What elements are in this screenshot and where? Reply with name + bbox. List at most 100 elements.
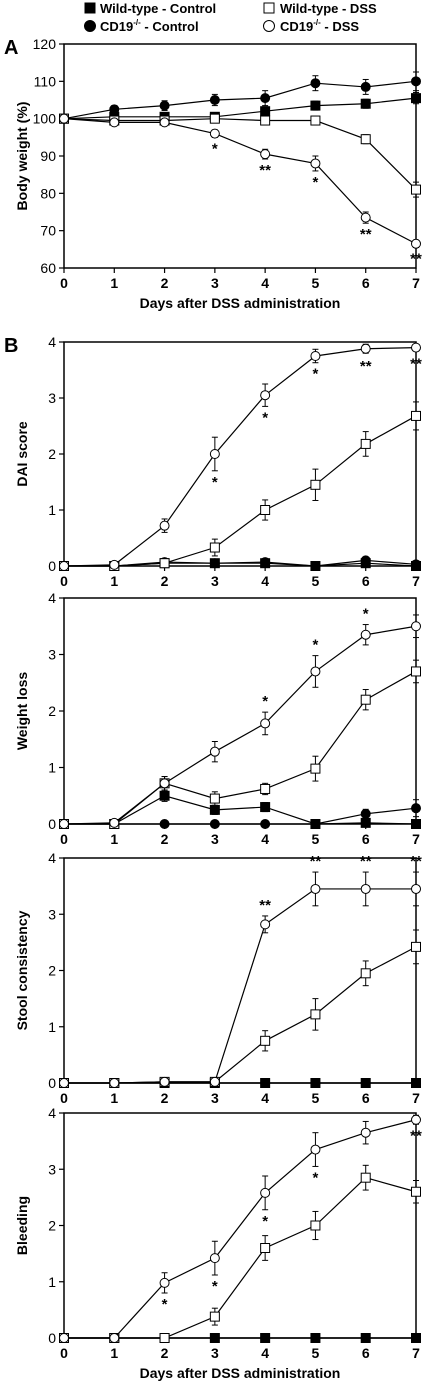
data-point <box>109 817 120 828</box>
plot-frame <box>63 341 417 567</box>
y-axis-label: Bleeding <box>14 1196 30 1255</box>
data-point <box>360 555 371 566</box>
data-point <box>209 449 220 459</box>
y-tick-label: 2 <box>48 446 56 462</box>
x-tick-label: 5 <box>312 831 320 847</box>
y-tick-label: 3 <box>48 390 56 406</box>
data-point <box>209 558 220 569</box>
data-point <box>159 1076 170 1087</box>
data-point <box>360 1127 371 1138</box>
data-point <box>411 184 421 195</box>
data-point <box>260 783 271 794</box>
series-cd19-dss <box>59 871 421 1088</box>
x-tick-label: 6 <box>362 275 370 291</box>
significance-marker: ** <box>410 250 422 267</box>
data-point <box>159 558 170 569</box>
data-point <box>209 542 220 553</box>
y-tick-label: 3 <box>48 647 56 663</box>
x-tick-label: 1 <box>110 275 118 291</box>
x-tick-label: 4 <box>261 831 269 847</box>
x-tick-label: 4 <box>261 1090 269 1106</box>
data-point <box>260 1035 271 1046</box>
data-point <box>209 746 220 757</box>
data-point <box>411 666 421 677</box>
x-tick-label: 1 <box>110 1345 118 1361</box>
data-point <box>310 819 321 829</box>
data-point <box>109 1078 120 1088</box>
x-tick-label: 1 <box>110 1090 118 1106</box>
x-tick-label: 2 <box>161 831 169 847</box>
x-tick-label: 2 <box>161 275 169 291</box>
series-wt-dss <box>59 659 421 829</box>
series-line-cd19-dss <box>64 888 416 1084</box>
data-point <box>411 238 421 249</box>
data-point <box>260 919 271 930</box>
x-tick-label: 0 <box>60 831 68 847</box>
series-line-wt-dss <box>64 946 417 1084</box>
data-point <box>59 113 69 124</box>
data-point <box>310 1078 321 1088</box>
x-tick-label: 7 <box>412 573 420 589</box>
series-wt-dss <box>59 401 421 571</box>
data-point <box>310 158 321 169</box>
data-point <box>360 629 371 640</box>
data-point <box>360 438 371 449</box>
data-point <box>310 1220 321 1231</box>
legend-label-wt-dss: Wild-type - DSS <box>280 1 377 16</box>
significance-marker: ** <box>360 358 372 375</box>
legend-label-cd19-dss-name: CD19 <box>280 19 313 34</box>
data-point <box>209 1076 220 1087</box>
data-point <box>360 968 371 979</box>
x-tick-label: 7 <box>412 1090 420 1106</box>
y-tick-label: 2 <box>48 963 56 979</box>
data-point <box>360 817 371 828</box>
x-tick-label: 2 <box>161 1090 169 1106</box>
x-tick-label: 4 <box>261 573 269 589</box>
y-tick-label: 100 <box>33 111 57 127</box>
data-point <box>209 819 220 829</box>
data-point <box>411 1114 421 1125</box>
data-point <box>59 1333 69 1343</box>
series-cd19-control <box>59 71 421 124</box>
x-tick-label: 6 <box>362 573 370 589</box>
significance-marker: ** <box>410 355 422 372</box>
data-point <box>310 100 321 111</box>
chart-1: 60 70 80 90 100 110 120 0 1 2 3 4 5 6 7 Body weight (%)… <box>14 36 422 311</box>
data-point <box>260 557 271 568</box>
data-point <box>411 819 421 829</box>
data-point <box>109 559 120 570</box>
x-tick-label: 1 <box>110 831 118 847</box>
data-point <box>411 941 421 952</box>
data-point <box>159 520 170 531</box>
series-line-cd19-control <box>63 80 417 120</box>
legend-label-cd19-dss-rest: - DSS <box>321 19 360 34</box>
chart-3: 0 1 2 3 4 0 1 2 3 4 5 6 7 Weight loss * * * <box>14 590 421 847</box>
data-point <box>411 1333 421 1343</box>
data-point <box>310 883 321 894</box>
data-point <box>310 351 321 361</box>
legend-marker-wt-control <box>84 2 96 14</box>
data-point <box>260 1078 271 1088</box>
data-point <box>411 410 421 421</box>
data-point <box>360 694 371 705</box>
data-point <box>159 790 170 801</box>
y-tick-label: 1 <box>48 1019 56 1035</box>
data-point <box>360 134 371 145</box>
y-tick-label: 0 <box>48 558 56 574</box>
x-tick-label: 5 <box>312 275 320 291</box>
significance-marker: * <box>313 1169 319 1186</box>
y-tick-label: 90 <box>40 148 56 164</box>
data-point <box>209 95 220 105</box>
significance-marker: ** <box>310 853 322 870</box>
x-tick-label: 0 <box>60 573 68 589</box>
y-axis-label: Stool consistency <box>14 910 30 1030</box>
data-point <box>310 561 321 571</box>
y-tick-label: 120 <box>33 36 57 52</box>
legend-label-cd19-dss: CD19-/- - DSS <box>280 18 359 34</box>
y-tick-label: 0 <box>48 816 56 832</box>
data-point <box>109 117 120 128</box>
data-point <box>209 1333 220 1343</box>
series-line-cd19-dss <box>63 347 417 567</box>
series-wt-dss <box>59 1164 421 1343</box>
significance-marker: * <box>212 140 218 157</box>
